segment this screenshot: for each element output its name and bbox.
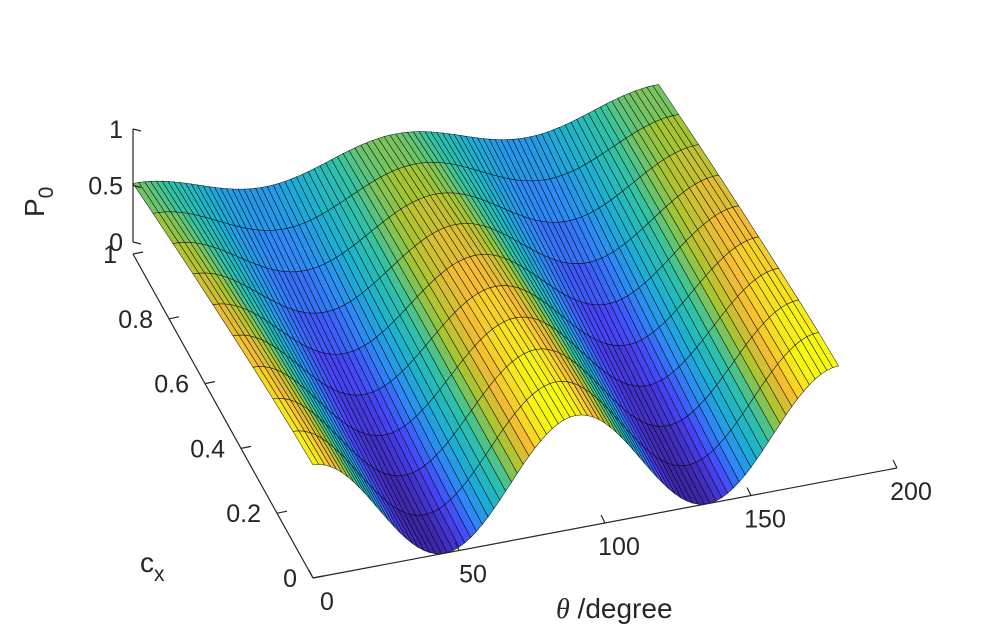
y-axis-label: cx bbox=[140, 547, 165, 586]
y-tick-label: 0.2 bbox=[226, 500, 261, 528]
y-axis-label-sub: x bbox=[154, 563, 165, 586]
y-tick-label: 0.8 bbox=[118, 306, 153, 334]
x-tick bbox=[600, 514, 606, 524]
y-tick bbox=[312, 575, 324, 579]
x-tick-label: 150 bbox=[744, 506, 786, 534]
y-tick-label: 0 bbox=[283, 565, 297, 593]
z-tick bbox=[132, 128, 142, 132]
y-tick bbox=[276, 510, 288, 514]
z-tick-label: 0.5 bbox=[88, 173, 123, 201]
y-tick-label: 0.4 bbox=[190, 435, 225, 463]
x-axis-label-symbol: θ bbox=[556, 594, 570, 625]
y-tick-label: 1 bbox=[103, 241, 117, 269]
z-tick bbox=[132, 241, 142, 245]
y-axis-line bbox=[132, 253, 314, 579]
y-tick bbox=[132, 251, 144, 255]
z-tick-label: 0 bbox=[109, 229, 123, 257]
y-tick bbox=[168, 316, 180, 320]
x-tick bbox=[454, 542, 460, 551]
x-tick-label: 100 bbox=[598, 533, 640, 561]
z-tick bbox=[132, 184, 142, 189]
y-tick bbox=[204, 381, 216, 385]
z-tick-label: 1 bbox=[109, 116, 123, 144]
tick-marks bbox=[132, 128, 898, 579]
x-tick-label: 200 bbox=[890, 478, 932, 506]
x-axis-label: θ /degree bbox=[556, 593, 673, 625]
y-axis-label-base: c bbox=[140, 547, 154, 578]
surface-patch bbox=[812, 332, 840, 368]
x-tick bbox=[746, 487, 752, 496]
z-axis-label-sub: 0 bbox=[35, 187, 58, 199]
x-tick bbox=[892, 459, 898, 469]
surface-mesh bbox=[132, 84, 840, 555]
x-tick-label: 50 bbox=[459, 561, 487, 589]
y-tick-label: 0.6 bbox=[154, 371, 189, 399]
x-axis-label-text: /degree bbox=[570, 593, 673, 624]
z-axis-label-base: P bbox=[19, 198, 50, 217]
z-axis-label: P0 bbox=[19, 187, 58, 217]
y-tick bbox=[240, 445, 252, 449]
x-tick-label: 0 bbox=[320, 588, 334, 616]
x-tick bbox=[308, 569, 314, 579]
